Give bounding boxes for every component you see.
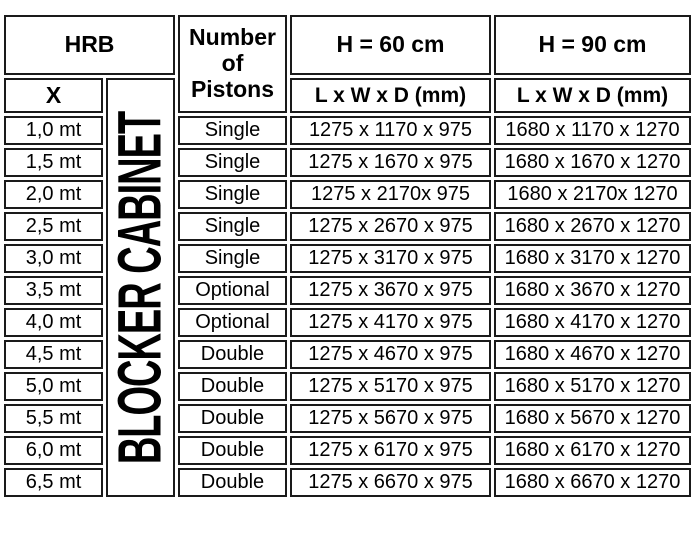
h90-dims-cell: 1680 x 1170 x 1270 xyxy=(494,116,691,145)
h90-dims-cell: 1680 x 6170 x 1270 xyxy=(494,436,691,465)
table-row: 4,5 mt Double 1275 x 4670 x 975 1680 x 4… xyxy=(4,340,691,369)
table-row: 5,0 mt Double 1275 x 5170 x 975 1680 x 5… xyxy=(4,372,691,401)
h90-dims-cell: 1680 x 5170 x 1270 xyxy=(494,372,691,401)
h60-dims-header: L x W x D (mm) xyxy=(290,78,491,113)
pistons-cell: Single xyxy=(178,180,287,209)
h60-dims-cell: 1275 x 1170 x 975 xyxy=(290,116,491,145)
table-row: 2,5 mt Single 1275 x 2670 x 975 1680 x 2… xyxy=(4,212,691,241)
h60-dims-cell: 1275 x 6670 x 975 xyxy=(290,468,491,497)
h90-dims-cell: 1680 x 5670 x 1270 xyxy=(494,404,691,433)
hrb-x-cell: 5,0 mt xyxy=(4,372,103,401)
table-row: 5,5 mt Double 1275 x 5670 x 975 1680 x 5… xyxy=(4,404,691,433)
h90-dims-cell: 1680 x 4670 x 1270 xyxy=(494,340,691,369)
h60-dims-cell: 1275 x 5670 x 975 xyxy=(290,404,491,433)
hrb-x-cell: 2,5 mt xyxy=(4,212,103,241)
table-row: 3,5 mt Optional 1275 x 3670 x 975 1680 x… xyxy=(4,276,691,305)
h90-dims-cell: 1680 x 3170 x 1270 xyxy=(494,244,691,273)
header-row-1: HRB Number of Pistons H = 60 cm H = 90 c… xyxy=(4,15,691,113)
table-body: HRB Number of Pistons H = 60 cm H = 90 c… xyxy=(4,15,691,497)
h60-dims-cell: 1275 x 2170x 975 xyxy=(290,180,491,209)
table-row: 6,0 mt Double 1275 x 6170 x 975 1680 x 6… xyxy=(4,436,691,465)
table-row: 1,0 mt Single 1275 x 1170 x 975 1680 x 1… xyxy=(4,116,691,145)
cabinet-cell: BLOCKER CABINET xyxy=(106,78,175,497)
hrb-x-cell: 1,5 mt xyxy=(4,148,103,177)
pistons-cell: Single xyxy=(178,116,287,145)
h60-dims-cell: 1275 x 2670 x 975 xyxy=(290,212,491,241)
page: { "colors": { "border": "#1a1a1a", "text… xyxy=(0,12,700,538)
h90-dims-cell: 1680 x 4170 x 1270 xyxy=(494,308,691,337)
h90-dims-cell: 1680 x 1670 x 1270 xyxy=(494,148,691,177)
hrb-x-cell: 6,0 mt xyxy=(4,436,103,465)
pistons-cell: Single xyxy=(178,148,287,177)
pistons-cell: Optional xyxy=(178,308,287,337)
h60-header: H = 60 cm xyxy=(290,15,491,75)
pistons-cell: Optional xyxy=(178,276,287,305)
h60-dims-cell: 1275 x 5170 x 975 xyxy=(290,372,491,401)
x-header: X xyxy=(4,78,103,113)
h90-dims-cell: 1680 x 3670 x 1270 xyxy=(494,276,691,305)
hrb-x-cell: 6,5 mt xyxy=(4,468,103,497)
h60-dims-cell: 1275 x 6170 x 975 xyxy=(290,436,491,465)
hrb-x-cell: 4,0 mt xyxy=(4,308,103,337)
cabinet-vertical-label: BLOCKER CABINET xyxy=(106,111,175,464)
pistons-cell: Double xyxy=(178,340,287,369)
hrb-x-cell: 5,5 mt xyxy=(4,404,103,433)
hrb-x-cell: 1,0 mt xyxy=(4,116,103,145)
h90-dims-header: L x W x D (mm) xyxy=(494,78,691,113)
table-row: 4,0 mt Optional 1275 x 4170 x 975 1680 x… xyxy=(4,308,691,337)
blocker-cabinet-spec-table: HRB Number of Pistons H = 60 cm H = 90 c… xyxy=(1,12,694,500)
table-row: 1,5 mt Single 1275 x 1670 x 975 1680 x 1… xyxy=(4,148,691,177)
table-row: 2,0 mt Single 1275 x 2170x 975 1680 x 21… xyxy=(4,180,691,209)
h90-dims-cell: 1680 x 6670 x 1270 xyxy=(494,468,691,497)
h90-header: H = 90 cm xyxy=(494,15,691,75)
hrb-x-cell: 3,5 mt xyxy=(4,276,103,305)
table-row: 6,5 mt Double 1275 x 6670 x 975 1680 x 6… xyxy=(4,468,691,497)
hrb-header: HRB xyxy=(4,15,175,75)
pistons-cell: Double xyxy=(178,372,287,401)
pistons-cell: Single xyxy=(178,244,287,273)
hrb-x-cell: 2,0 mt xyxy=(4,180,103,209)
pistons-header: Number of Pistons xyxy=(178,15,287,113)
h60-dims-cell: 1275 x 3170 x 975 xyxy=(290,244,491,273)
pistons-cell: Double xyxy=(178,436,287,465)
header-row-2: X BLOCKER CABINET L x W x D (mm) L x W x… xyxy=(4,78,691,497)
h90-dims-cell: 1680 x 2670 x 1270 xyxy=(494,212,691,241)
h60-dims-cell: 1275 x 4170 x 975 xyxy=(290,308,491,337)
pistons-cell: Single xyxy=(178,212,287,241)
h90-dims-cell: 1680 x 2170x 1270 xyxy=(494,180,691,209)
h60-dims-cell: 1275 x 3670 x 975 xyxy=(290,276,491,305)
table-row: 3,0 mt Single 1275 x 3170 x 975 1680 x 3… xyxy=(4,244,691,273)
h60-dims-cell: 1275 x 1670 x 975 xyxy=(290,148,491,177)
pistons-cell: Double xyxy=(178,404,287,433)
hrb-x-cell: 4,5 mt xyxy=(4,340,103,369)
pistons-cell: Double xyxy=(178,468,287,497)
h60-dims-cell: 1275 x 4670 x 975 xyxy=(290,340,491,369)
hrb-x-cell: 3,0 mt xyxy=(4,244,103,273)
